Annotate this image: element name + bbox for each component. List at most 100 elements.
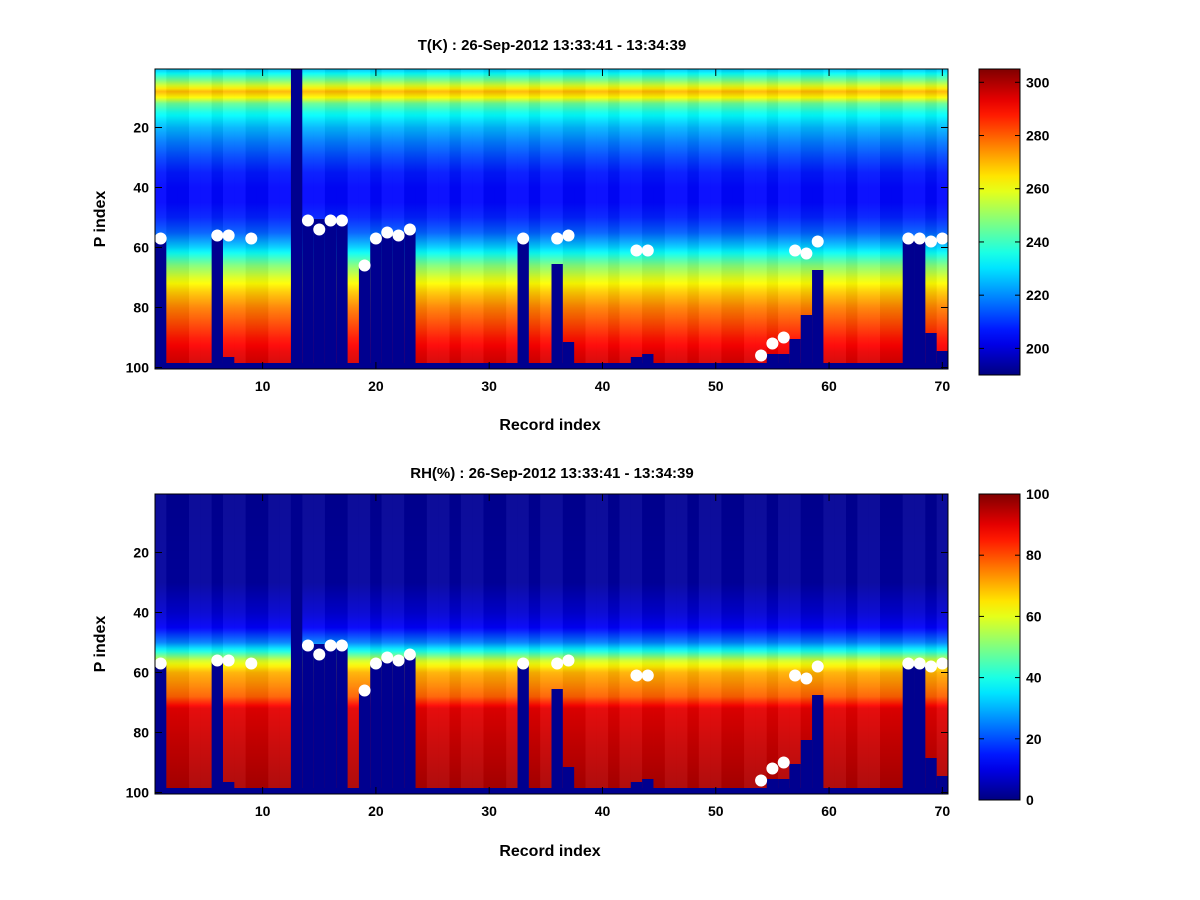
heatmap-column	[528, 69, 541, 369]
heatmap-column	[608, 69, 620, 369]
masked-column	[902, 240, 915, 369]
heatmap-column	[664, 69, 677, 369]
masked-column	[358, 689, 371, 794]
level-marker	[551, 657, 564, 670]
y-tick-label: 60	[133, 665, 149, 681]
masked-column	[517, 237, 529, 369]
colorbar-scale	[978, 493, 1021, 801]
y-tick-label: 80	[133, 725, 149, 741]
heatmap-column	[642, 69, 654, 369]
level-marker	[313, 223, 326, 236]
heatmap-column	[596, 69, 609, 369]
bottom-masked-strip	[155, 788, 948, 794]
x-tick-label: 60	[821, 378, 837, 394]
heatmap-column	[630, 494, 643, 794]
heatmap-column	[710, 494, 722, 794]
level-marker	[381, 226, 394, 239]
heatmap-column	[676, 69, 688, 369]
level-marker	[913, 657, 926, 670]
humidity-plot-frame	[154, 493, 949, 795]
level-marker	[211, 229, 224, 242]
x-tick-label: 50	[708, 378, 724, 394]
temperature-y-axis-label: P index	[92, 191, 109, 248]
humidity-panel: RH(%) : 26-Sep-2012 13:33:41 - 13:34:39 …	[92, 465, 1050, 860]
level-marker	[392, 229, 405, 242]
level-marker	[551, 232, 564, 245]
heatmap-column	[551, 494, 563, 794]
masked-column	[211, 234, 223, 369]
heatmap-column	[936, 69, 948, 369]
heatmap-column	[358, 69, 371, 369]
colorbar-tick-label: 300	[1026, 74, 1050, 90]
heatmap-column	[449, 494, 461, 794]
masked-column	[778, 779, 790, 794]
heatmap-column	[812, 494, 824, 794]
heatmap-column	[166, 494, 178, 794]
heatmap-column	[177, 494, 189, 794]
heatmap-column	[642, 494, 654, 794]
heatmap-column	[540, 494, 552, 794]
level-marker	[403, 648, 416, 661]
heatmap-column	[834, 494, 847, 794]
heatmap-column	[585, 494, 597, 794]
heatmap-column	[438, 494, 450, 794]
level-marker	[913, 232, 926, 245]
heatmap-column	[823, 69, 835, 369]
level-marker	[381, 651, 394, 664]
masked-column	[313, 644, 325, 794]
bottom-masked-strip	[155, 363, 948, 369]
masked-column	[925, 758, 937, 794]
heatmap-column	[766, 494, 779, 794]
y-tick-label: 20	[133, 120, 149, 136]
level-marker	[222, 654, 235, 667]
level-marker	[222, 229, 235, 242]
heatmap-column	[222, 494, 235, 794]
masked-column	[381, 231, 393, 369]
heatmap-column	[653, 69, 665, 369]
heatmap-column	[902, 69, 915, 369]
masked-column	[324, 644, 337, 794]
temperature-masked-columns	[155, 69, 948, 369]
heatmap-column	[823, 494, 835, 794]
x-tick-label: 20	[368, 378, 384, 394]
colorbar-tick-label: 0	[1026, 792, 1034, 808]
heatmap-column	[200, 494, 212, 794]
temperature-colorbar: 200 220 240 260 280 300	[978, 68, 1050, 376]
heatmap-column	[211, 494, 223, 794]
level-marker	[324, 639, 337, 652]
heatmap-column	[630, 69, 643, 369]
heatmap-column	[200, 69, 212, 369]
level-marker	[630, 244, 643, 257]
masked-column	[562, 342, 575, 369]
heatmap-column	[540, 69, 552, 369]
heatmap-column	[415, 494, 427, 794]
heatmap-column	[188, 494, 201, 794]
colorbar-tick-label: 20	[1026, 731, 1042, 747]
masked-column	[392, 659, 405, 794]
heatmap-column	[744, 494, 756, 794]
heatmap-column	[506, 69, 518, 369]
heatmap-column	[347, 69, 359, 369]
heatmap-column	[698, 494, 711, 794]
heatmap-column	[744, 69, 756, 369]
y-tick-label: 40	[133, 605, 149, 621]
masked-column	[358, 264, 371, 369]
heatmap-column	[222, 69, 235, 369]
level-marker	[154, 657, 167, 670]
masked-column	[551, 264, 563, 369]
level-marker	[313, 648, 326, 661]
humidity-colorbar: 0 20 40 60 80 100	[978, 486, 1050, 808]
heatmap-column	[460, 494, 473, 794]
humidity-x-axis-label: Record index	[499, 843, 600, 860]
heatmap-column	[789, 494, 801, 794]
level-marker	[811, 660, 824, 673]
masked-column	[778, 354, 790, 369]
masked-column	[290, 494, 303, 794]
heatmap-column	[562, 494, 575, 794]
heatmap-column	[166, 69, 178, 369]
heatmap-column	[868, 494, 881, 794]
heatmap-column	[517, 494, 529, 794]
level-marker	[301, 639, 314, 652]
heatmap-column	[188, 69, 201, 369]
